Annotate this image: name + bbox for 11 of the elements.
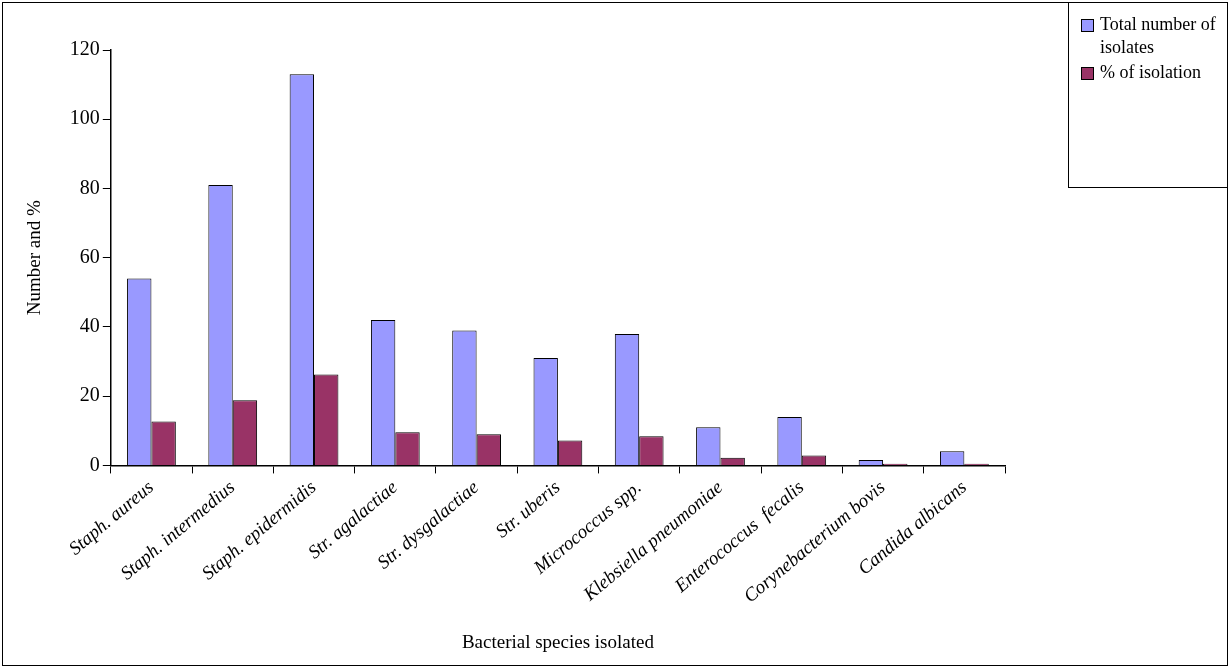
x-axis-title: Bacterial species isolated [461,630,655,652]
y-tick-label: 0 [89,452,100,475]
y-tick-label: 120 [69,37,100,60]
y-tick-label: 100 [69,106,100,129]
legend-label: Total number of isolates [1100,13,1217,59]
y-tick-label: 60 [79,244,100,267]
y-tick-label: 40 [79,314,100,337]
y-tick-label: 80 [79,175,100,198]
legend-label: % of isolation [1100,61,1201,84]
y-axis-title: Number and % [23,200,45,316]
y-tick-label: 20 [79,383,100,406]
